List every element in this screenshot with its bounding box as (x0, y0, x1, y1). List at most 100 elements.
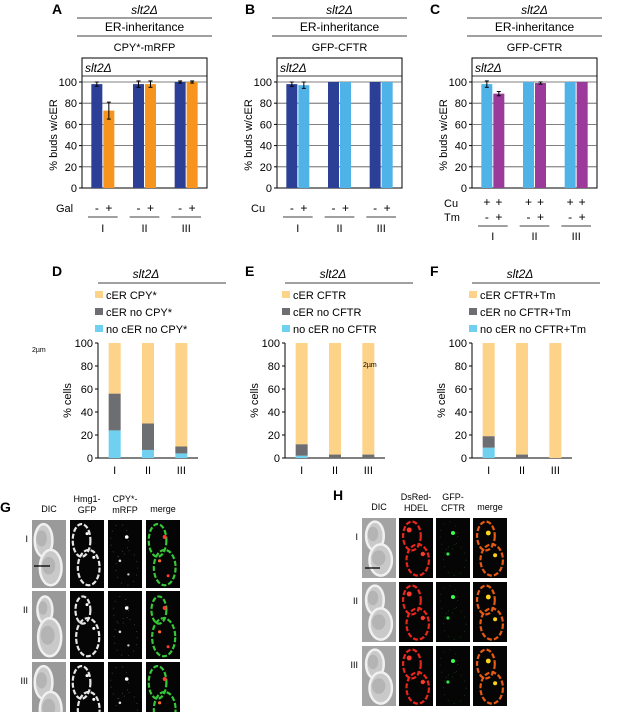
category-label-f: II (519, 465, 525, 477)
cell-signal (152, 690, 177, 712)
column-header-g: Hmg1- (73, 494, 100, 504)
y-tick-label-a: 40 (65, 141, 77, 153)
sign-minus-a: - (95, 201, 99, 215)
micrograph-g-II-1 (70, 591, 104, 659)
column-header-g: GFP (78, 505, 97, 515)
strain-title-e: slt2Δ (320, 267, 347, 281)
legend-swatch-f (469, 291, 477, 298)
legend-swatch-e (282, 308, 290, 315)
panel-letter-f: F (430, 263, 439, 279)
bar-b-I-s0 (286, 84, 298, 188)
cell-signal (475, 584, 496, 616)
y-tick-label-e: 100 (262, 338, 280, 350)
y-tick-label-e: 40 (268, 407, 280, 419)
sign-plus-tm: + (495, 210, 502, 224)
y-tick-label-b: 60 (260, 119, 272, 131)
sign-plus-a: + (105, 201, 112, 215)
punctum (493, 617, 498, 622)
sign-minus-b: - (373, 201, 377, 215)
y-tick-label-a: 0 (71, 183, 77, 195)
cell-shade (42, 698, 56, 712)
row-label-h: III (350, 660, 358, 670)
row-label-g: II (23, 605, 28, 615)
punctum (124, 606, 129, 610)
y-axis-label-b: % buds w/cER (243, 99, 255, 171)
row-label-g: I (25, 534, 28, 544)
legend-entry-d: no cER no CPY* (106, 324, 188, 336)
strain-title-c: slt2Δ (521, 3, 548, 17)
panel-letter-c: C (430, 1, 440, 17)
sign-minus-b: - (290, 201, 294, 215)
cell-signal (443, 672, 467, 705)
cell-signal (76, 548, 101, 587)
stack-d-III-s0 (175, 343, 188, 447)
cell-signal (439, 521, 459, 551)
inset-label-a: slt2Δ (85, 61, 112, 75)
y-tick-label-b: 0 (266, 183, 272, 195)
column-header-h: merge (477, 502, 503, 512)
sign-plus-a: + (189, 201, 196, 215)
category-label-e: III (364, 465, 373, 477)
micrograph-h-I-2 (436, 518, 470, 578)
sign-minus-tm: - (527, 210, 531, 224)
sign-minus-tm: - (485, 210, 489, 224)
plot-frame-a (81, 57, 208, 189)
y-tick-label-c: 0 (461, 183, 467, 195)
y-tick-label-f: 0 (461, 453, 467, 465)
stack-d-II-s1 (142, 423, 154, 450)
sign-minus-c: + (525, 195, 532, 209)
punctum (162, 677, 167, 681)
column-header-g: mRFP (112, 505, 138, 515)
cell-signal (401, 584, 422, 616)
y-tick-label-d: 20 (81, 430, 93, 442)
y-tick-label-c: 60 (455, 119, 467, 131)
y-tick-label-d: 60 (81, 384, 93, 396)
group-label-a: II (141, 223, 147, 235)
y-tick-label-e: 20 (268, 430, 280, 442)
y-tick-label-e: 60 (268, 384, 280, 396)
strain-title-f: slt2Δ (507, 267, 534, 281)
cell-signal (74, 595, 92, 625)
y-tick-label-d: 80 (81, 361, 93, 373)
sign-plus-b: + (300, 201, 307, 215)
sign-plus-b: + (342, 201, 349, 215)
sign-plus-c: + (495, 195, 502, 209)
legend-swatch-e (282, 291, 290, 298)
column-header-h: HDEL (404, 503, 428, 513)
bar-b-I-s1 (298, 85, 310, 188)
cell-signal (75, 617, 101, 658)
panel-letter-g: G (0, 499, 11, 515)
panel-letter-a: A (52, 1, 62, 17)
cell-shade (38, 601, 48, 615)
inset-label-c: slt2Δ (475, 61, 502, 75)
cell-shade (36, 530, 47, 547)
punctum (162, 535, 167, 539)
category-label-f: I (487, 465, 490, 477)
legend-entry-d: cER CPY* (106, 290, 157, 302)
bar-b-III-s1 (381, 82, 393, 188)
sign-plus-c: + (579, 195, 586, 209)
bar-c-II-s1 (535, 83, 546, 188)
y-tick-label-d: 0 (87, 453, 93, 465)
cell-signal (439, 585, 459, 615)
y-tick-label-d: 40 (81, 407, 93, 419)
punctum (406, 527, 412, 533)
y-axis-label-a: % buds w/cER (48, 99, 60, 171)
stack-d-II-s0 (142, 343, 154, 424)
punctum (118, 630, 122, 634)
scale-note-d: 2µm (32, 347, 46, 354)
bar-b-II-s1 (340, 82, 351, 188)
y-tick-label-b: 40 (260, 141, 272, 153)
punctum (485, 658, 491, 664)
micrograph-h-III-2 (436, 646, 470, 706)
cell-signal (115, 549, 138, 586)
group-label-b: III (377, 223, 386, 235)
y-tick-label-a: 80 (65, 98, 77, 110)
panel-letter-h: H (333, 487, 343, 503)
punctum (92, 555, 96, 559)
scale-note-e: 2µm (363, 362, 377, 369)
y-tick-label-a: 20 (65, 162, 77, 174)
legend-entry-f: cER CFTR+Tm (480, 290, 555, 302)
row-label-g: III (20, 676, 28, 686)
stack-f-I-s1 (482, 436, 495, 448)
